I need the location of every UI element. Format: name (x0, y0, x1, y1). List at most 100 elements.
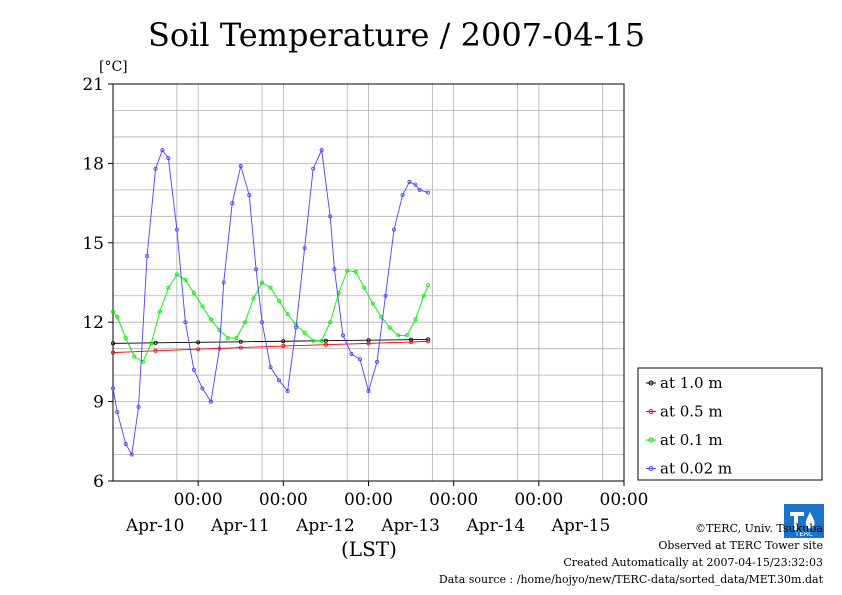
data-point (413, 317, 418, 322)
data-point (387, 325, 392, 330)
data-point (238, 339, 243, 344)
data-point (111, 386, 116, 391)
legend-marker (648, 466, 654, 471)
data-point (183, 320, 188, 325)
data-point (183, 277, 188, 282)
data-point (426, 190, 431, 195)
data-point (243, 320, 248, 325)
data-point (362, 285, 367, 290)
data-point (366, 341, 371, 346)
data-point (123, 336, 128, 341)
data-point (191, 367, 196, 372)
data-point (294, 325, 299, 330)
chart-title: Soil Temperature / 2007-04-15 (148, 16, 645, 54)
series-line (112, 338, 429, 344)
data-point (328, 214, 333, 219)
data-point (400, 193, 405, 198)
data-point (353, 269, 358, 274)
data-point (268, 285, 273, 290)
data-point (345, 268, 350, 273)
data-point (413, 182, 418, 187)
data-point (200, 386, 205, 391)
data-point (247, 193, 252, 198)
data-point (285, 312, 290, 317)
data-point (166, 285, 171, 290)
data-point (123, 441, 128, 446)
data-point (277, 299, 282, 304)
data-point (260, 280, 265, 285)
x-axis-label: (LST) (341, 537, 397, 561)
data-point (375, 359, 380, 364)
data-point (281, 344, 286, 349)
data-point (234, 336, 239, 341)
data-point (238, 164, 243, 169)
data-point (153, 348, 158, 353)
data-point (319, 338, 324, 343)
data-point (366, 389, 371, 394)
data-point (370, 301, 375, 306)
data-point (145, 254, 150, 259)
data-point (396, 333, 401, 338)
legend-marker (648, 380, 654, 386)
credit-copyright: ©TERC, Univ. Tsukuba (695, 522, 823, 535)
data-point (260, 320, 265, 325)
y-tick-label: 12 (82, 313, 104, 333)
logo-text: TERC (794, 530, 813, 538)
data-point (332, 267, 337, 272)
data-point (115, 410, 120, 415)
legend-marker (648, 409, 654, 414)
series-line (112, 340, 429, 354)
x-tick-date: Apr-11 (210, 516, 270, 536)
terc-logo: TERC (784, 504, 824, 538)
credit-source: Data source : /home/hojyo/new/TERC-data/… (439, 573, 824, 586)
y-tick-label: 15 (82, 234, 104, 254)
x-tick-time: 00:00 (600, 490, 649, 510)
data-point (251, 296, 256, 301)
y-axis-unit: [°C] (99, 59, 128, 75)
data-point (208, 317, 213, 322)
y-tick-label: 18 (82, 154, 104, 174)
data-point (200, 304, 205, 309)
legend-label: at 0.1 m (660, 431, 723, 449)
data-point (166, 156, 171, 161)
data-point (157, 309, 162, 314)
data-point (111, 350, 116, 355)
data-point (196, 340, 201, 345)
data-point (111, 341, 116, 346)
data-point (407, 179, 412, 184)
data-point (349, 351, 354, 356)
data-point (340, 333, 345, 338)
data-point (421, 293, 426, 298)
x-tick-time: 00:00 (259, 490, 308, 510)
data-point (281, 339, 286, 344)
series-line (112, 270, 429, 363)
data-point (196, 347, 201, 352)
data-point (302, 330, 307, 335)
y-tick-label: 9 (93, 393, 104, 413)
data-point (311, 338, 316, 343)
y-tick-label: 21 (82, 75, 104, 95)
x-tick-date: Apr-14 (465, 516, 525, 536)
data-point (426, 283, 431, 288)
x-tick-time: 00:00 (344, 490, 393, 510)
x-tick-date: Apr-13 (380, 516, 440, 536)
x-tick-date: Apr-10 (125, 516, 185, 536)
series-group (111, 148, 431, 457)
data-point (277, 378, 282, 383)
data-point (328, 320, 333, 325)
legend-label: at 0.02 m (660, 460, 732, 478)
data-point (174, 272, 179, 277)
y-tick-label: 6 (93, 472, 104, 492)
x-axis-ticks: 00:00 Apr-10 00:00 Apr-11 00:00 Apr-12 00:00 Ap… (125, 481, 649, 536)
data-point (417, 187, 422, 192)
data-point (230, 201, 235, 206)
data-point (409, 340, 414, 345)
data-point (129, 452, 134, 457)
data-point (254, 267, 259, 272)
data-point (153, 166, 158, 171)
legend-label: at 1.0 m (660, 374, 723, 392)
data-point (311, 166, 316, 171)
data-point (383, 293, 388, 298)
legend-box (637, 367, 823, 481)
